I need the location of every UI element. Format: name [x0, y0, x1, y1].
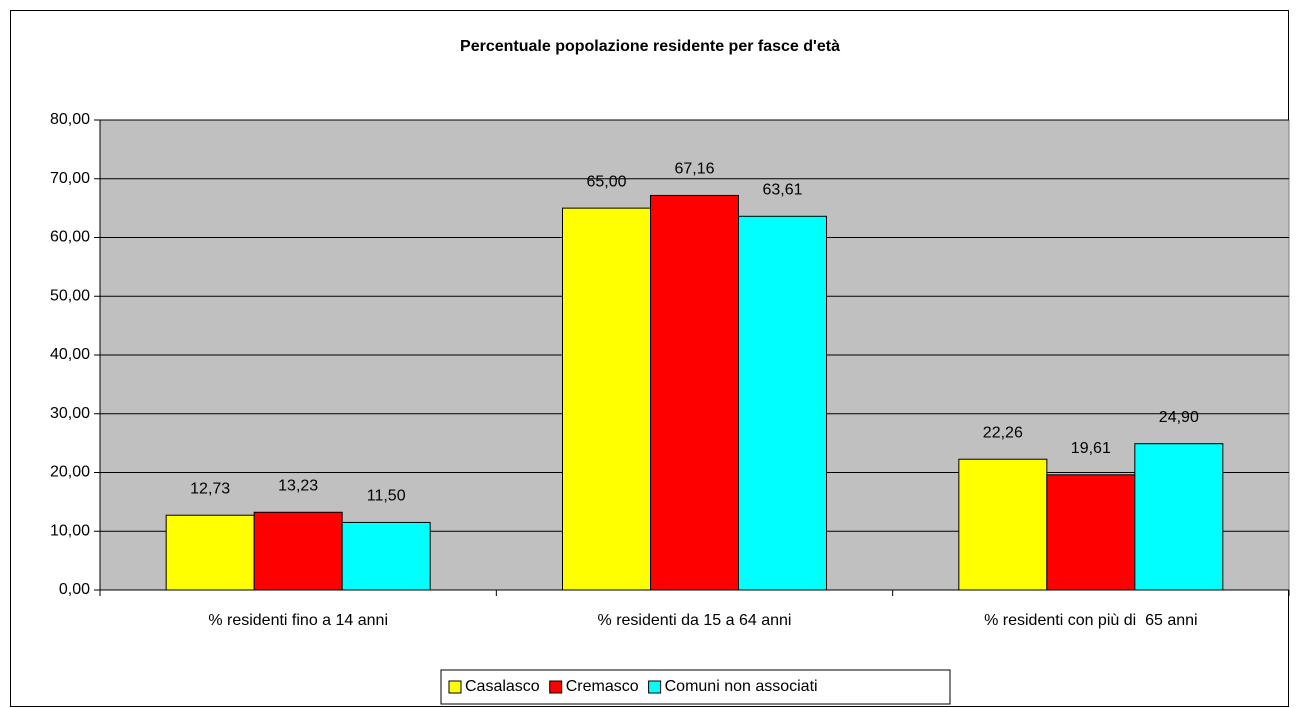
bar: [1134, 443, 1224, 591]
value-label: 13,23: [278, 477, 318, 494]
bar: [650, 194, 739, 591]
value-label: 22,26: [983, 424, 1023, 441]
x-tick-label: % residenti fino a 14 anni: [208, 612, 388, 629]
x-tick-label: % residenti con più di 65 anni: [984, 612, 1197, 629]
legend: [440, 669, 951, 705]
bar: [738, 215, 827, 591]
legend-label: Comuni non associati: [665, 678, 818, 695]
y-tick-label: 60,00: [50, 229, 90, 246]
bar: [562, 207, 651, 591]
y-tick-label: 70,00: [50, 170, 90, 187]
bar: [253, 511, 343, 591]
y-tick-label: 80,00: [50, 111, 90, 128]
bar: [165, 514, 255, 591]
chart-title: Percentuale popolazione residente per fa…: [460, 38, 840, 55]
legend-swatch: [448, 680, 462, 694]
legend-swatch: [549, 680, 563, 694]
legend-label: Casalasco: [465, 678, 540, 695]
y-tick-label: 0,00: [59, 581, 90, 598]
y-tick-label: 30,00: [50, 405, 90, 422]
legend-swatch: [648, 680, 662, 694]
y-tick-label: 20,00: [50, 464, 90, 481]
value-label: 67,16: [674, 161, 714, 178]
legend-label: Cremasco: [566, 678, 639, 695]
value-label: 65,00: [586, 173, 626, 190]
y-tick-label: 50,00: [50, 287, 90, 304]
value-label: 12,73: [190, 480, 230, 497]
y-tick-label: 40,00: [50, 346, 90, 363]
value-label: 24,90: [1159, 409, 1199, 426]
bar: [1046, 474, 1136, 591]
y-tick-label: 10,00: [50, 522, 90, 539]
value-label: 63,61: [762, 182, 802, 199]
x-tick-label: % residenti da 15 a 64 anni: [598, 612, 792, 629]
value-label: 19,61: [1071, 440, 1111, 457]
bar: [958, 458, 1048, 591]
bar: [341, 521, 431, 591]
value-label: 11,50: [367, 488, 406, 505]
